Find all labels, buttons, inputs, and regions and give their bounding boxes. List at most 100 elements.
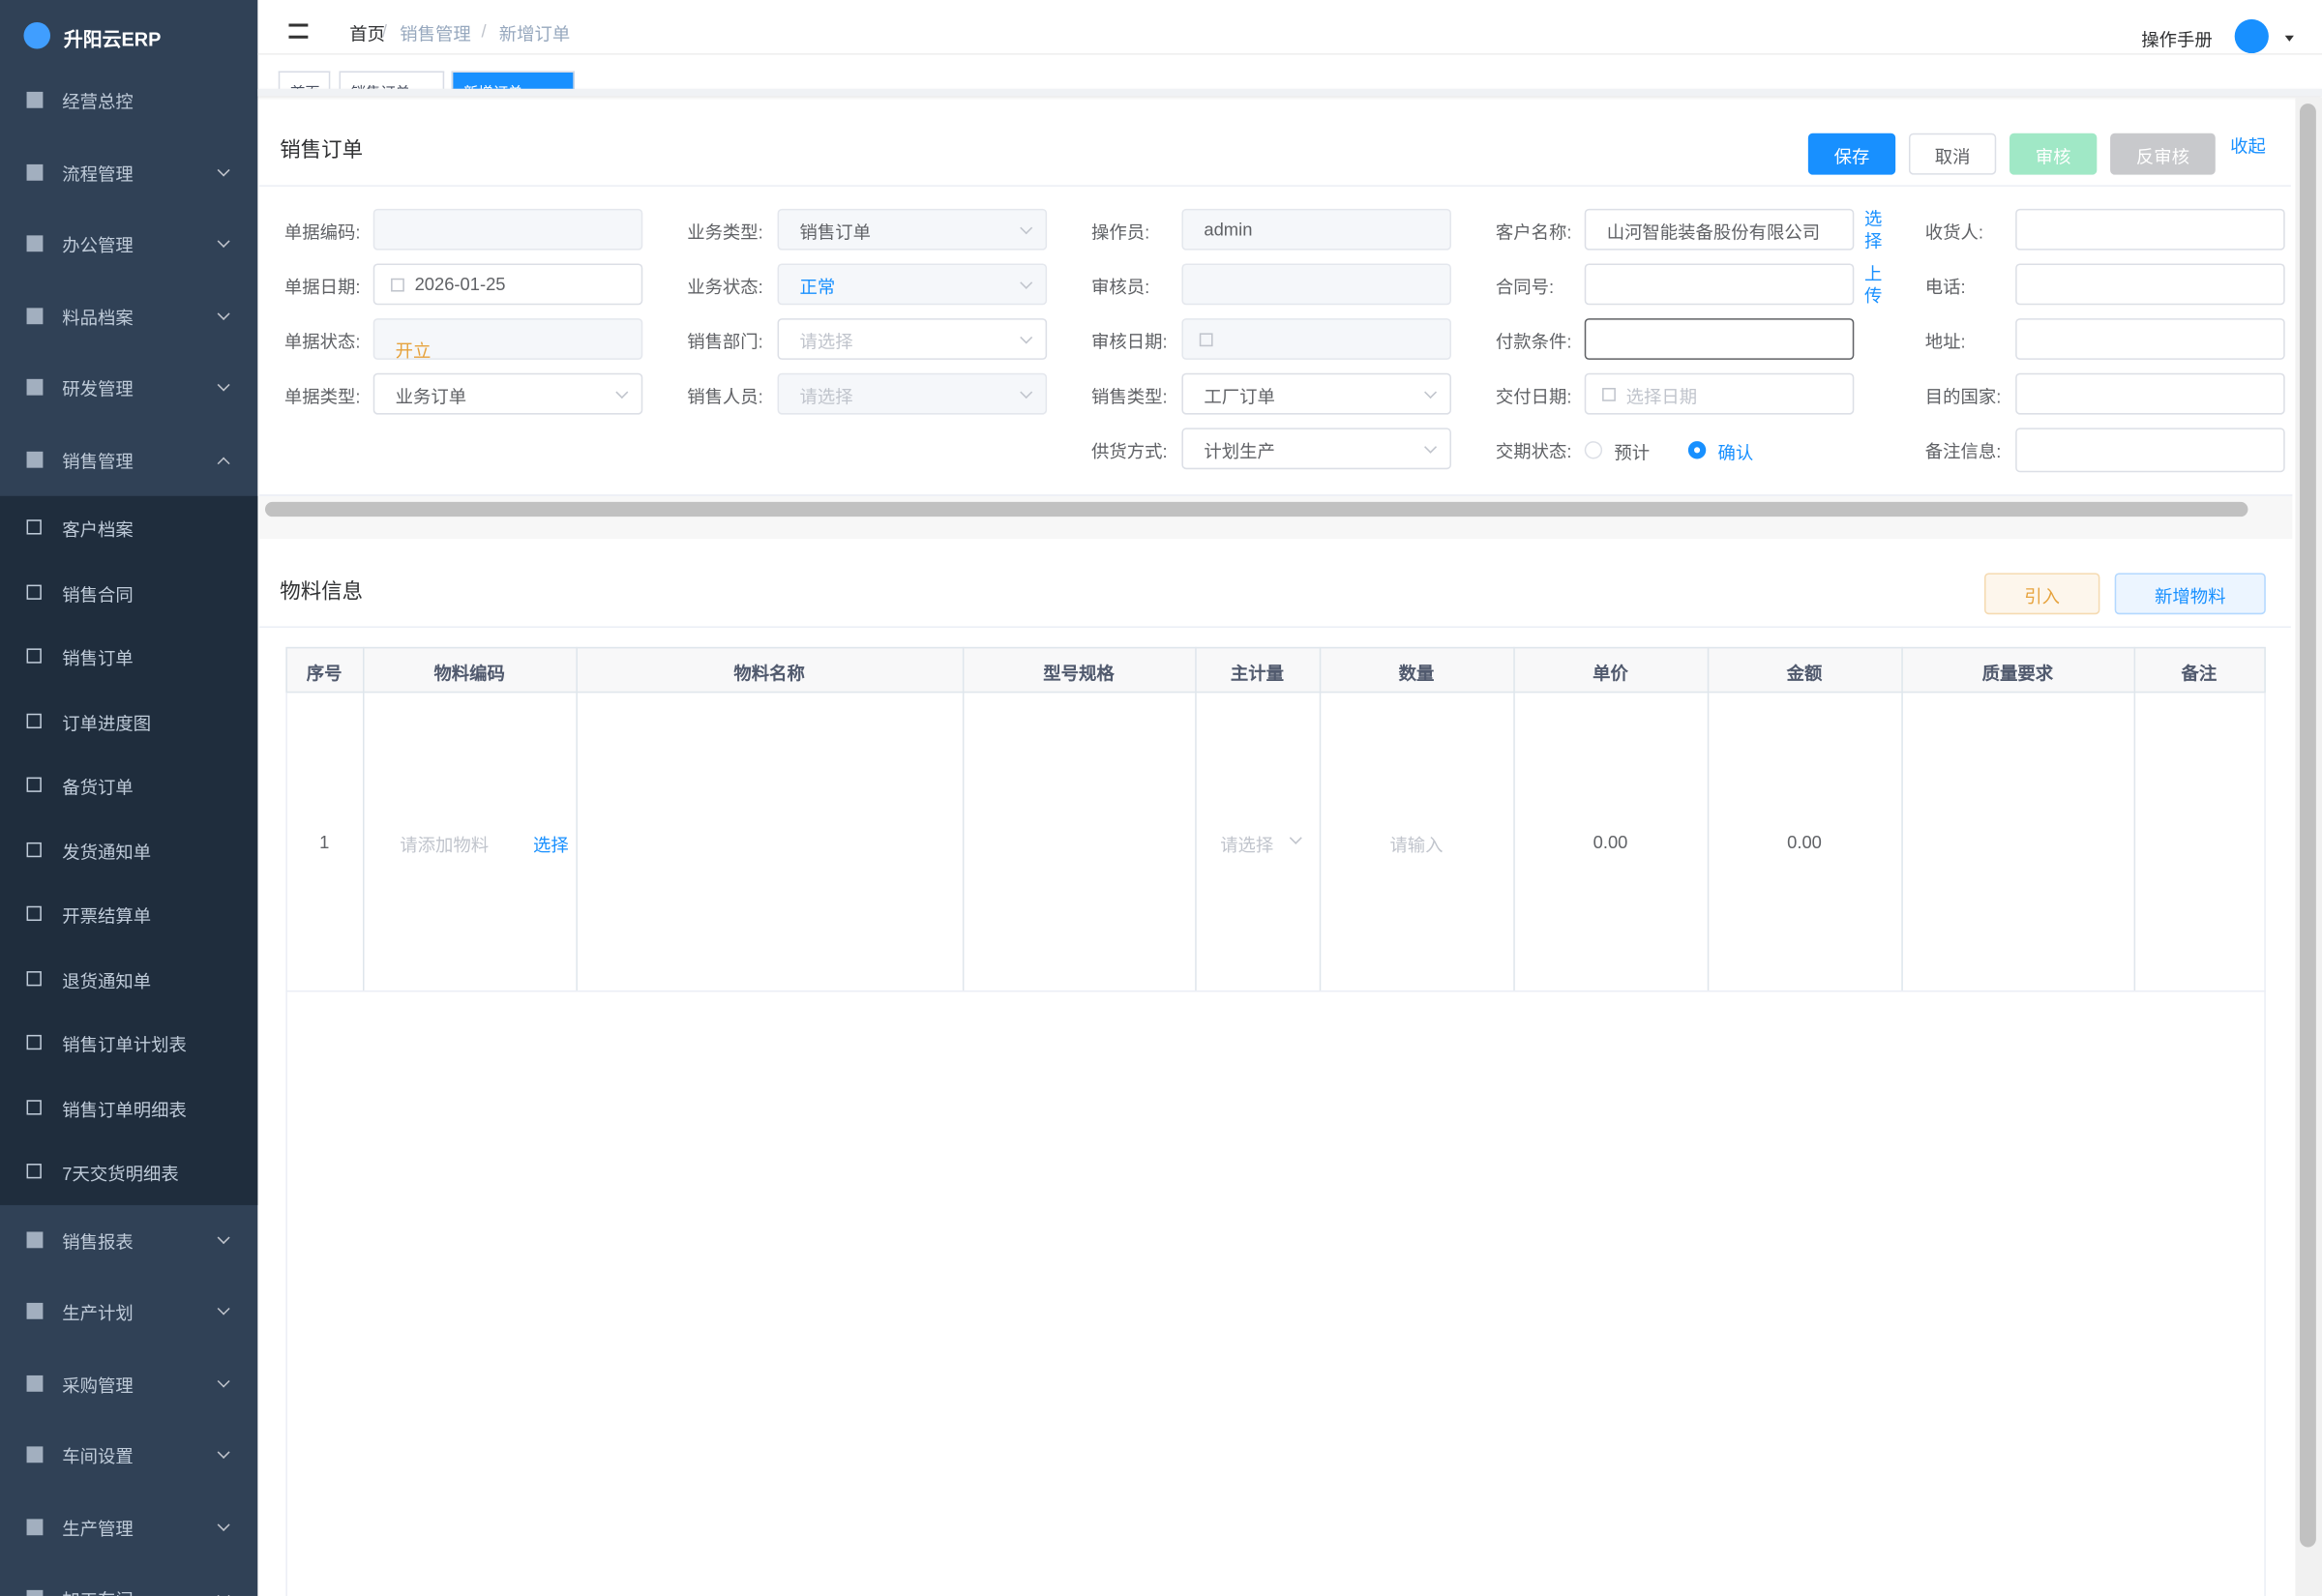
menu-item[interactable]: 销售订单计划表 [62, 1034, 187, 1056]
button[interactable]: 新增物料 [2114, 573, 2266, 615]
input-placeholder[interactable]: 请选择 [799, 386, 853, 407]
table-header[interactable]: 型号规格 [1043, 663, 1115, 685]
table-cell[interactable]: 请选择 [1220, 835, 1274, 856]
input[interactable]: 开立 [372, 318, 643, 362]
input-placeholder[interactable]: 请选择 [799, 331, 853, 353]
menu-icon[interactable] [26, 519, 42, 535]
menu-item[interactable]: 销售订单明细表 [62, 1099, 187, 1120]
menu-icon[interactable] [26, 1231, 44, 1248]
input[interactable]: 请选择 [777, 318, 1048, 360]
menu-item[interactable]: 客户档案 [62, 519, 134, 541]
menu-icon[interactable] [26, 1099, 42, 1114]
input[interactable] [2015, 318, 2285, 360]
table-header-bg[interactable] [285, 646, 2266, 694]
table-header[interactable]: 物料编码 [433, 663, 505, 685]
menu-icon[interactable] [26, 1303, 44, 1320]
radio-label[interactable]: 预计 [1614, 442, 1651, 464]
menu-icon[interactable] [26, 648, 42, 664]
input[interactable] [372, 208, 643, 251]
menu-icon[interactable] [26, 1374, 44, 1392]
menu-item[interactable]: 销售报表 [62, 1231, 134, 1253]
table-header[interactable]: 物料名称 [733, 663, 805, 685]
input[interactable] [2015, 208, 2285, 251]
input[interactable]: 工厂订单 [1181, 372, 1451, 415]
input[interactable]: 销售订单 [777, 208, 1048, 251]
tabs-border[interactable] [257, 88, 2322, 97]
input-value[interactable]: 山河智能装备股份有限公司 [1606, 222, 1821, 244]
radio-label[interactable]: 确认 [1717, 442, 1754, 464]
tab-label[interactable]: 新增订单 [463, 80, 522, 89]
input[interactable]: 计划生产 [1181, 428, 1451, 470]
table-cell[interactable]: 0.00 [1787, 832, 1822, 853]
table-header[interactable]: 数量 [1398, 663, 1435, 685]
input-value[interactable]: 开立 [395, 340, 432, 362]
link[interactable]: 选择 [1864, 208, 1883, 252]
menu-item[interactable]: 开票结算单 [62, 905, 152, 928]
menu-item[interactable]: 加工车间 [62, 1587, 133, 1596]
table-header[interactable]: 单价 [1593, 663, 1628, 685]
input[interactable]: admin [1181, 208, 1451, 251]
menu-icon[interactable] [26, 1034, 42, 1050]
input-value[interactable]: admin [1204, 219, 1253, 240]
menu-item[interactable]: 研发管理 [62, 379, 134, 400]
input[interactable] [2015, 263, 2285, 306]
link[interactable]: 上传 [1864, 263, 1883, 307]
menu-icon[interactable] [26, 1590, 44, 1596]
menu-item[interactable]: 发货通知单 [62, 842, 152, 863]
button[interactable]: 引入 [1984, 573, 2100, 615]
breadcrumb-link[interactable]: 新增订单 [498, 23, 571, 44]
table-header[interactable]: 质量要求 [1981, 663, 2054, 685]
menu-item[interactable]: 采购管理 [62, 1374, 134, 1396]
menu-icon[interactable] [26, 163, 44, 181]
menu-icon[interactable] [26, 1519, 44, 1535]
table-cell[interactable]: 0.00 [1593, 832, 1628, 853]
input[interactable]: 请选择 [777, 372, 1048, 415]
table[interactable] [285, 646, 2266, 1596]
input[interactable]: 2026-01-25 [372, 263, 643, 306]
menu-icon[interactable] [26, 235, 44, 252]
menu-item[interactable]: 销售订单 [62, 648, 134, 669]
menu-item[interactable]: 流程管理 [62, 163, 134, 185]
menu-icon[interactable] [26, 1446, 44, 1463]
menu-item[interactable]: 备货订单 [62, 777, 134, 798]
link[interactable]: 选择 [533, 835, 569, 856]
menu-item[interactable]: 销售管理 [62, 451, 134, 472]
button[interactable]: 取消 [1908, 133, 1997, 175]
input-placeholder[interactable]: 选择日期 [1625, 386, 1698, 407]
input[interactable] [1584, 263, 1855, 306]
input[interactable] [2015, 428, 2285, 473]
table-cell[interactable]: 请输入 [1389, 835, 1444, 856]
table-header[interactable]: 备注 [2181, 663, 2218, 685]
menu-item[interactable]: 退货通知单 [62, 970, 152, 991]
menu-item[interactable]: 订单进度图 [62, 712, 152, 734]
menu-icon[interactable] [26, 92, 44, 109]
menu-item[interactable]: 办公管理 [62, 235, 134, 257]
menu-item[interactable]: 料品档案 [62, 307, 134, 329]
button[interactable]: 反审核 [2110, 133, 2216, 175]
menu-icon[interactable] [26, 379, 44, 397]
menu-icon[interactable] [26, 307, 44, 324]
table-header[interactable]: 序号 [306, 663, 342, 685]
menu-item[interactable]: 生产管理 [62, 1519, 134, 1540]
button-label[interactable]: 反审核 [2135, 146, 2189, 167]
input-value[interactable]: 工厂订单 [1204, 386, 1275, 407]
tab-label[interactable]: 首页 [290, 80, 320, 89]
input[interactable]: 选择日期 [1584, 372, 1855, 415]
button-label[interactable]: 取消 [1934, 146, 1971, 167]
tab-label[interactable]: 销售订单 [351, 80, 410, 89]
input-value[interactable]: 业务订单 [395, 386, 467, 407]
menu-icon[interactable] [26, 905, 42, 922]
submenu[interactable] [0, 495, 258, 1205]
input-value[interactable]: 2026-01-25 [414, 274, 506, 295]
input[interactable]: 业务订单 [372, 372, 643, 415]
input-value[interactable]: 销售订单 [799, 222, 872, 244]
menu-item[interactable]: 经营总控 [62, 92, 134, 113]
button-label[interactable]: 保存 [1833, 146, 1870, 167]
input-value[interactable]: 正常 [799, 277, 836, 298]
manual-link[interactable]: 操作手册 [2141, 29, 2213, 51]
menu-item[interactable]: 生产计划 [62, 1303, 134, 1324]
button-label[interactable]: 新增物料 [2154, 586, 2226, 607]
button-label[interactable]: 引入 [2024, 586, 2061, 607]
menu-item[interactable]: 销售合同 [62, 583, 134, 606]
input-value[interactable]: 计划生产 [1204, 441, 1275, 462]
